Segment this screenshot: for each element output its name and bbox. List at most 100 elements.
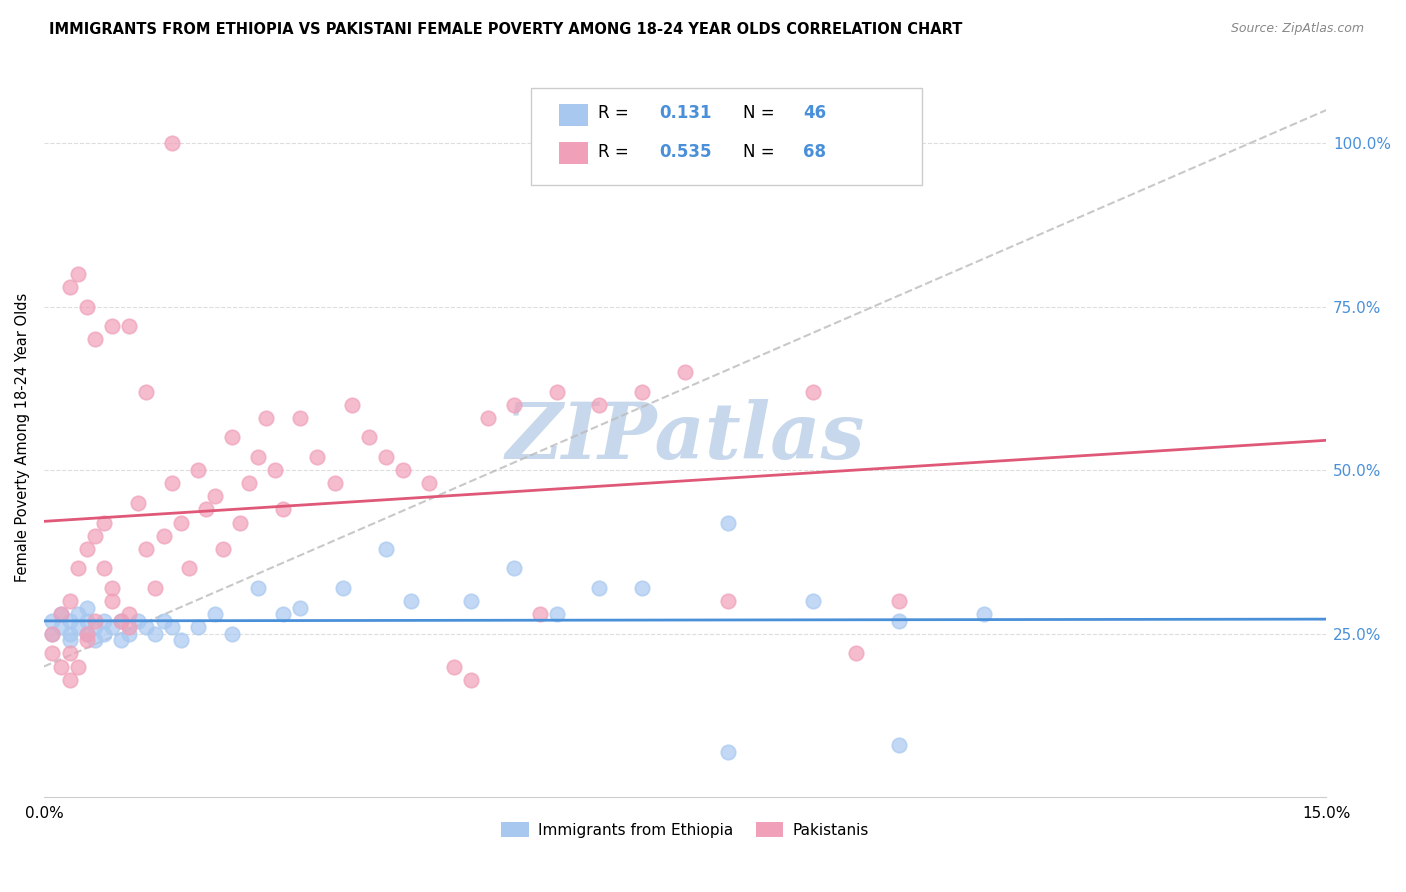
Text: N =: N =: [742, 143, 779, 161]
Text: N =: N =: [742, 104, 779, 122]
Point: [67, 620, 90, 634]
Text: Source: ZipAtlas.com: Source: ZipAtlas.com: [1230, 22, 1364, 36]
Point: [529, 607, 551, 622]
Point: [717, 516, 740, 530]
Point: [546, 384, 568, 399]
Point: [67, 267, 90, 281]
Point: [110, 614, 132, 628]
Point: [169, 516, 191, 530]
Point: [84, 633, 107, 648]
FancyBboxPatch shape: [560, 142, 588, 164]
Point: [84, 620, 107, 634]
Point: [204, 607, 226, 622]
Point: [49, 620, 72, 634]
Point: [135, 384, 157, 399]
Point: [845, 647, 868, 661]
Point: [246, 581, 269, 595]
Point: [169, 633, 191, 648]
Point: [195, 502, 218, 516]
Point: [152, 614, 174, 628]
Point: [246, 450, 269, 464]
Point: [673, 365, 696, 379]
Point: [76, 627, 98, 641]
Point: [143, 581, 166, 595]
Point: [290, 410, 312, 425]
Point: [84, 614, 107, 628]
Text: 68: 68: [803, 143, 825, 161]
Point: [101, 319, 124, 334]
Point: [49, 659, 72, 673]
Point: [76, 633, 98, 648]
Point: [118, 607, 141, 622]
Point: [127, 614, 149, 628]
Point: [58, 633, 80, 648]
Point: [546, 607, 568, 622]
Text: R =: R =: [598, 143, 634, 161]
Point: [49, 607, 72, 622]
Point: [93, 516, 115, 530]
Point: [110, 614, 132, 628]
Point: [41, 627, 63, 641]
Point: [58, 673, 80, 687]
Point: [229, 516, 252, 530]
Point: [67, 607, 90, 622]
Point: [477, 410, 499, 425]
Point: [340, 398, 363, 412]
Point: [503, 561, 526, 575]
Point: [84, 528, 107, 542]
Point: [631, 384, 654, 399]
Point: [271, 607, 294, 622]
Point: [418, 476, 440, 491]
Point: [76, 300, 98, 314]
Point: [101, 581, 124, 595]
Point: [135, 541, 157, 556]
Point: [58, 594, 80, 608]
FancyBboxPatch shape: [560, 104, 588, 126]
Point: [443, 659, 465, 673]
Point: [290, 600, 312, 615]
Point: [204, 489, 226, 503]
Legend: Immigrants from Ethiopia, Pakistanis: Immigrants from Ethiopia, Pakistanis: [495, 815, 875, 844]
Point: [401, 594, 423, 608]
Point: [110, 633, 132, 648]
Point: [41, 614, 63, 628]
Point: [221, 627, 243, 641]
Point: [76, 627, 98, 641]
Point: [93, 561, 115, 575]
Point: [58, 627, 80, 641]
Point: [58, 647, 80, 661]
Point: [801, 384, 824, 399]
Point: [41, 647, 63, 661]
FancyBboxPatch shape: [531, 88, 922, 186]
Point: [118, 627, 141, 641]
Point: [503, 398, 526, 412]
Point: [160, 620, 183, 634]
Point: [374, 450, 396, 464]
Point: [41, 627, 63, 641]
Point: [93, 627, 115, 641]
Point: [118, 620, 141, 634]
Point: [887, 594, 910, 608]
Point: [887, 614, 910, 628]
Point: [212, 541, 235, 556]
Point: [67, 659, 90, 673]
Point: [374, 541, 396, 556]
Text: IMMIGRANTS FROM ETHIOPIA VS PAKISTANI FEMALE POVERTY AMONG 18-24 YEAR OLDS CORRE: IMMIGRANTS FROM ETHIOPIA VS PAKISTANI FE…: [49, 22, 963, 37]
Point: [801, 594, 824, 608]
Point: [187, 620, 209, 634]
Point: [332, 581, 354, 595]
Point: [631, 581, 654, 595]
Point: [76, 600, 98, 615]
Text: ZIPatlas: ZIPatlas: [505, 400, 865, 475]
Point: [58, 614, 80, 628]
Point: [101, 620, 124, 634]
Point: [160, 476, 183, 491]
Text: 0.131: 0.131: [659, 104, 711, 122]
Point: [160, 136, 183, 150]
Point: [187, 463, 209, 477]
Point: [717, 594, 740, 608]
Point: [307, 450, 329, 464]
Point: [323, 476, 346, 491]
Y-axis label: Female Poverty Among 18-24 Year Olds: Female Poverty Among 18-24 Year Olds: [15, 293, 30, 582]
Point: [460, 594, 482, 608]
